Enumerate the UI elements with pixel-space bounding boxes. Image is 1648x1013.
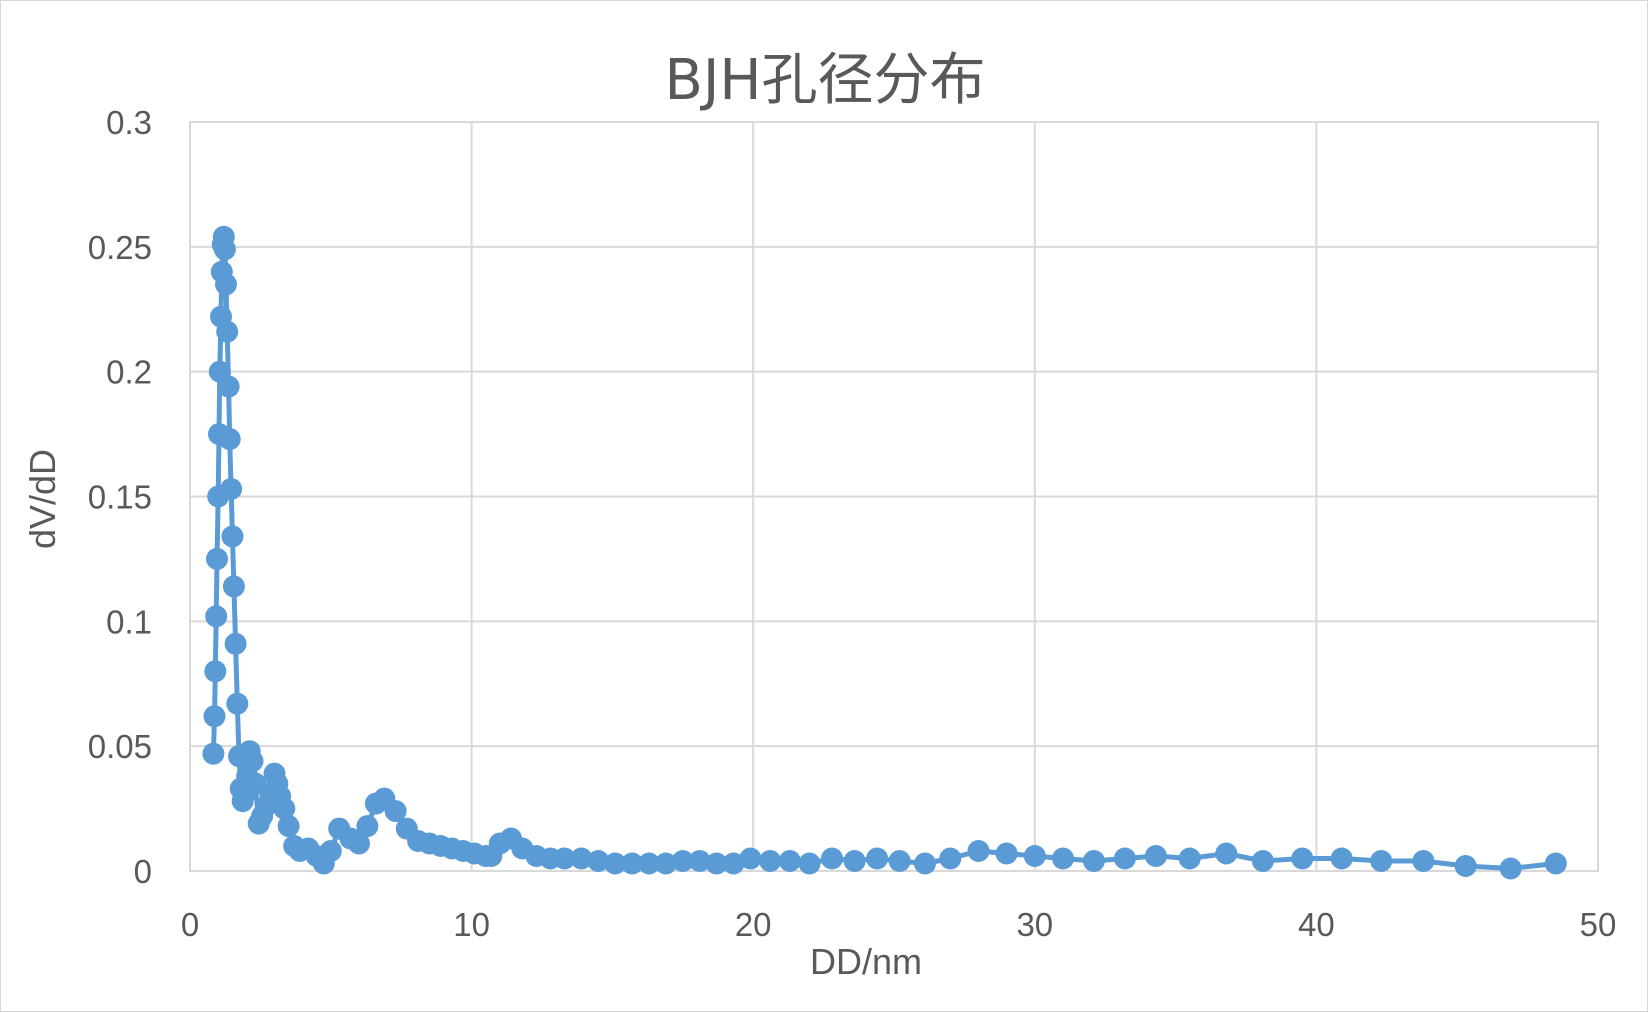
tick-layer: 0 0.05 0.1 0.15 0.2 0.25 0.3 0 10 20 30 40 50 [88,104,1617,943]
x-axis-title: DD/nm [810,941,922,982]
data-point [553,847,576,870]
data-point [222,575,245,598]
data-point [273,797,296,820]
data-point [1330,847,1353,870]
data-point [1178,847,1201,870]
y-tick-label: 0.15 [88,479,152,516]
data-point [1291,847,1314,870]
x-tick-label: 10 [453,906,490,943]
y-tick-label: 0.1 [106,603,152,640]
data-point [202,742,225,765]
data-point [1544,852,1567,875]
data-point [1023,845,1046,867]
data-point [384,800,407,823]
data-point [866,847,889,870]
data-point [204,660,227,683]
x-tick-label: 40 [1298,906,1335,943]
y-tick-label: 0.05 [88,728,152,765]
data-point [220,478,243,500]
y-tick-label: 0.3 [106,104,152,141]
data-point [241,750,264,773]
data-point [722,852,745,875]
data-point [621,852,644,875]
x-tick-label: 50 [1580,906,1617,943]
data-point [277,815,300,838]
x-tick-label: 0 [181,906,199,943]
x-tick-label: 20 [735,906,772,943]
data-point [218,428,241,451]
data-point [967,840,990,862]
data-point [1052,847,1074,870]
data-point [604,852,627,875]
data-point [221,525,244,548]
data-point [1251,850,1274,872]
data-point [206,547,228,570]
data-point [888,850,911,872]
data-point [587,850,610,872]
data-point [1499,857,1522,880]
x-tick-label: 30 [1016,906,1053,943]
data-point [939,847,962,870]
data-point [654,852,677,875]
series-line [210,234,1557,871]
data-point [319,840,342,862]
data-point [759,850,782,872]
data-point [1412,850,1435,872]
y-axis-title: dV/dD [22,449,63,549]
data-point [914,852,936,875]
data-point [203,705,226,728]
data-point [1082,850,1105,872]
data-point [688,850,711,872]
data-point [1215,842,1238,865]
data-point [671,850,694,872]
y-tick-label: 0 [134,853,152,890]
data-point [224,632,247,655]
data-point [739,847,762,870]
data-point [205,605,228,628]
y-tick-label: 0.25 [88,229,152,266]
data-point [356,815,379,838]
data-point [995,842,1018,865]
data-point [843,850,866,872]
data-point [1113,847,1136,870]
data-point [215,273,237,296]
data-point [226,692,249,715]
plot-area-border [189,121,1599,872]
data-point [217,375,240,398]
y-tick-label: 0.2 [106,354,152,391]
chart-title: BJH孔径分布 [664,48,985,113]
data-point [1144,845,1167,867]
data-point [821,847,843,870]
data-point [348,832,370,855]
data-point [570,847,593,870]
data-point [1454,855,1477,877]
data-point [798,852,821,875]
data-point [1370,850,1393,872]
data-point [638,852,660,875]
data-point [216,320,239,343]
series-layer [202,225,1567,880]
grid-layer [189,121,1599,872]
data-point [778,850,801,872]
data-point [213,238,236,261]
data-point [705,852,728,875]
